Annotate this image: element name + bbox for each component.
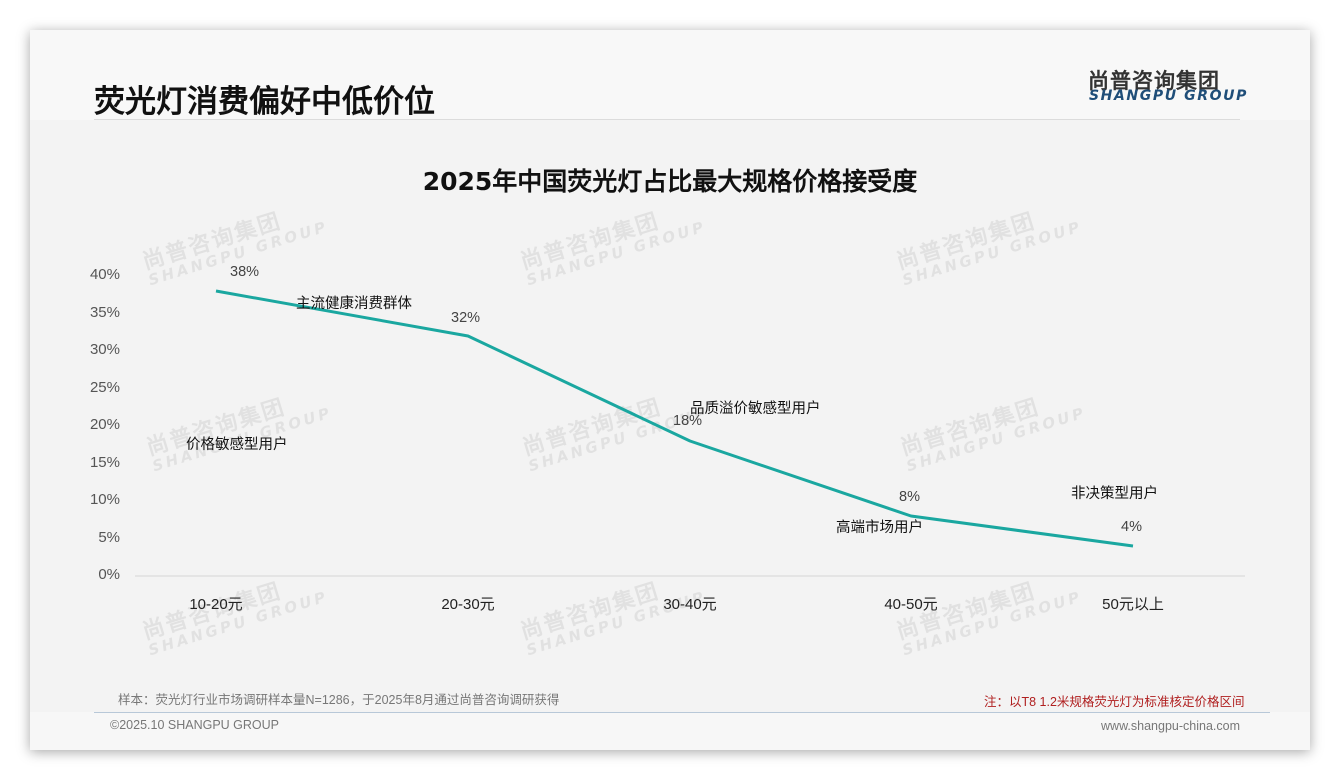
segment-annotation: 价格敏感型用户 — [186, 437, 288, 453]
chart-title: 2025年中国荧光灯占比最大规格价格接受度 — [422, 167, 918, 196]
data-label: 38% — [230, 264, 260, 280]
data-label: 8% — [899, 489, 920, 505]
page-title: 荧光灯消费偏好中低价位 — [94, 84, 435, 120]
series-line — [215, 289, 1134, 548]
y-tick-label: 25% — [89, 378, 120, 396]
segment-annotation: 非决策型用户 — [1071, 486, 1158, 502]
footer-divider — [94, 712, 1270, 713]
data-label: 4% — [1121, 519, 1142, 535]
y-tick-label: 40% — [89, 266, 120, 283]
y-tick-label: 35% — [89, 303, 120, 321]
x-tick-label: 20-30元 — [441, 596, 495, 613]
copyright: ©2025.10 SHANGPU GROUP — [110, 718, 279, 732]
x-tick-label: 10-20元 — [189, 596, 243, 613]
sample-note: 样本：荧光灯行业市场调研样本量N=1286，于2025年8月通过尚普咨询调研获得 — [118, 693, 560, 707]
website-link[interactable]: www.shangpu-china.com — [1101, 719, 1240, 733]
logo-cn: 尚普咨询集团 — [1088, 69, 1220, 93]
segment-annotation: 高端市场用户 — [836, 520, 923, 536]
y-tick-label: 10% — [89, 491, 120, 508]
line-chart — [135, 289, 1245, 577]
segment-annotation: 品质溢价敏感型用户 — [690, 401, 821, 417]
x-tick-label: 50元以上 — [1102, 596, 1164, 613]
y-tick-label: 0% — [98, 566, 120, 583]
slide: 荧光灯消费偏好中低价位 尚普咨询集团 SHANGPU GROUP 尚普咨询集团 S… — [30, 30, 1310, 750]
logo-en: SHANGPU GROUP — [1089, 88, 1248, 104]
header — [30, 30, 1310, 120]
header-divider — [94, 119, 1240, 120]
segment-annotation: 主流健康消费群体 — [296, 296, 412, 312]
data-label: 32% — [451, 310, 481, 326]
y-tick-label: 15% — [89, 453, 120, 471]
x-tick-label: 40-50元 — [884, 596, 938, 613]
data-label: 18% — [673, 413, 703, 429]
y-tick-label: 30% — [89, 341, 120, 358]
remark-note: 注：以T8 1.2米规格荧光灯为标准核定价格区间 — [984, 695, 1245, 709]
x-tick-label: 30-40元 — [663, 596, 717, 613]
y-tick-label: 5% — [98, 528, 120, 546]
footer — [30, 712, 1310, 750]
y-tick-label: 20% — [89, 416, 120, 433]
